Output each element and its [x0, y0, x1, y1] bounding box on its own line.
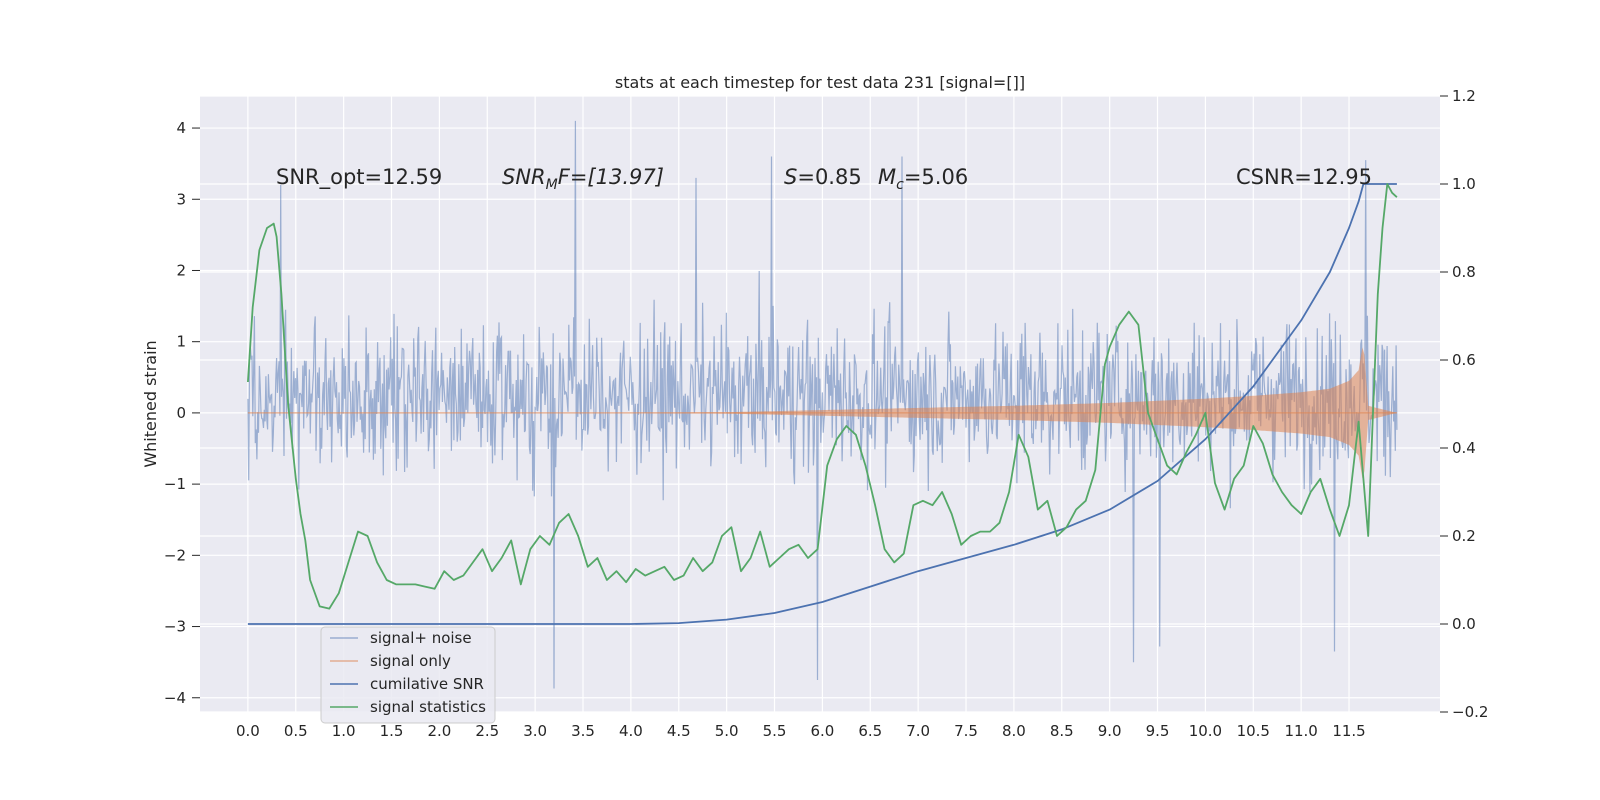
x-tick-label: 7.5: [954, 722, 978, 740]
x-tick-label: 4.5: [667, 722, 691, 740]
legend-label-signal-statistics: signal statistics: [370, 698, 486, 716]
y-tick-label: −3: [164, 618, 186, 636]
y2-tick-label: −0.2: [1452, 703, 1488, 721]
y-tick-label: 0: [176, 404, 186, 422]
y-tick-label: −1: [164, 475, 186, 493]
line-series: [247, 183, 1398, 625]
y2-tick-label: 0.4: [1452, 439, 1476, 457]
legend-label-signal-only: signal only: [370, 652, 451, 670]
annotation-mc: Mc=5.06: [878, 165, 968, 193]
annotation-snr-mf: SNRMF=[13.97]: [502, 165, 664, 193]
x-tick-label: 6.0: [810, 722, 834, 740]
x-tick-label: 7.0: [906, 722, 930, 740]
y-tick-label: 1: [176, 333, 186, 351]
x-axis: 0.0 0.5 1.0 1.5 2.0 2.5 3.0 3.5 4.0 4.5 5.0 5.5 6.0 6…: [236, 722, 1366, 740]
x-tick-label: 1.5: [380, 722, 404, 740]
x-tick-label: 1.0: [332, 722, 356, 740]
y2-tick-label: 0.2: [1452, 527, 1476, 545]
annotations: SNR_opt=12.59 SNRMF=[13.97] S=0.85 Mc=5.…: [276, 165, 1372, 193]
y-tick-label: −4: [164, 689, 186, 707]
y-tick-label: 4: [176, 119, 186, 137]
x-tick-label: 3.5: [571, 722, 595, 740]
annotation-s: S=0.85: [784, 165, 862, 189]
y2-tick-label: 1.0: [1452, 175, 1476, 193]
y-tick-label: −2: [164, 546, 186, 564]
y-axis-left: 4 3 2 1 0 −1 −2 −3 −4: [164, 119, 200, 707]
x-tick-label: 11.5: [1332, 722, 1365, 740]
legend-label-cumulative-snr: cumilative SNR: [370, 675, 484, 693]
y2-tick-label: 1.2: [1452, 87, 1476, 105]
y-tick-label: 2: [176, 261, 186, 279]
y-axis-label: Whitened strain: [141, 340, 160, 467]
annotation-snr-opt: SNR_opt=12.59: [276, 165, 442, 190]
x-tick-label: 10.5: [1237, 722, 1270, 740]
x-tick-label: 9.5: [1146, 722, 1170, 740]
y2-tick-label: 0.6: [1452, 351, 1476, 369]
x-tick-label: 5.5: [763, 722, 787, 740]
signal-statistics-line: [247, 183, 1398, 610]
x-tick-label: 6.5: [858, 722, 882, 740]
y-axis-right: 1.2 1.0 0.8 0.6 0.4 0.2 0.0 −0.2: [1440, 87, 1488, 721]
legend-label-signal-noise: signal+ noise: [370, 629, 472, 647]
x-tick-label: 0.5: [284, 722, 308, 740]
y-tick-label: 3: [176, 190, 186, 208]
x-tick-label: 5.0: [715, 722, 739, 740]
y2-tick-label: 0.0: [1452, 615, 1476, 633]
x-tick-label: 8.5: [1050, 722, 1074, 740]
y2-tick-label: 0.8: [1452, 263, 1476, 281]
chart-title: stats at each timestep for test data 231…: [615, 73, 1025, 92]
x-tick-label: 0.0: [236, 722, 260, 740]
legend: signal+ noise signal only cumilative SNR…: [320, 626, 496, 724]
x-tick-label: 11.0: [1284, 722, 1317, 740]
x-tick-label: 3.0: [523, 722, 547, 740]
x-tick-label: 9.0: [1098, 722, 1122, 740]
x-tick-label: 10.0: [1189, 722, 1222, 740]
x-tick-label: 4.0: [619, 722, 643, 740]
annotation-csnr: CSNR=12.95: [1236, 165, 1372, 189]
legend-box: [320, 626, 496, 724]
cumulative-snr-line: [247, 183, 1397, 625]
x-tick-label: 8.0: [1002, 722, 1026, 740]
x-tick-label: 2.0: [427, 722, 451, 740]
x-tick-label: 2.5: [475, 722, 499, 740]
